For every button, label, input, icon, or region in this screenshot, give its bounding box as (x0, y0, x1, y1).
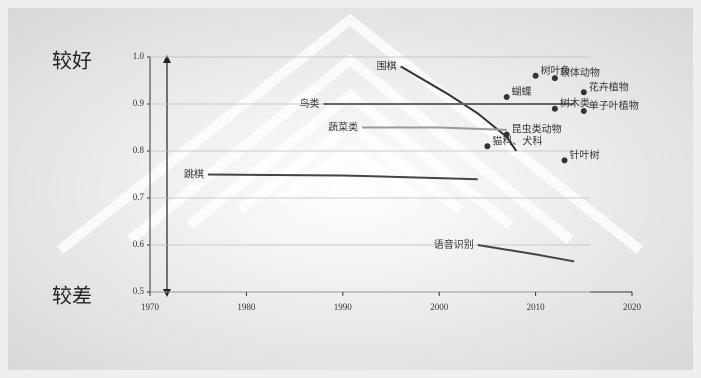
chart: 较好 较差 0.5 0.6 0.7 0.8 0.9 1.0 1970 1980 1990 2000… (0, 0, 701, 378)
point-label: 单子叶植物 (589, 99, 639, 112)
data-point (581, 108, 587, 114)
data-point (552, 75, 558, 81)
point-label: 花卉植物 (589, 80, 629, 93)
data-point (484, 143, 490, 149)
worse-label: 较差 (52, 284, 92, 308)
x-tick-label: 2000 (430, 302, 449, 312)
data-point (533, 73, 539, 79)
data-point (552, 106, 558, 112)
x-tick-label: 1970 (141, 302, 160, 312)
x-tick-label: 2020 (623, 302, 642, 312)
y-tick-label: 0.9 (133, 98, 145, 108)
y-tick-label: 0.7 (133, 192, 145, 202)
point-label: 针叶树 (570, 148, 600, 161)
series-label: 鸟类 (300, 97, 320, 110)
point-label: 蝴蝶 (512, 85, 532, 98)
series-label: 语音识别 (434, 238, 474, 251)
x-tick-label: 1990 (334, 302, 353, 312)
data-point (562, 157, 568, 163)
y-tick-label: 0.5 (133, 286, 145, 296)
y-tick-label: 0.8 (133, 145, 145, 155)
series-label: 蔬菜类 (328, 121, 358, 134)
point-label: 猫科、犬科 (492, 134, 542, 147)
point-label: 昆虫类动物 (512, 123, 562, 136)
y-tick-label: 0.6 (133, 239, 145, 249)
series-label: 围棋 (377, 59, 397, 72)
series-label: 跳棋 (184, 168, 204, 181)
y-tick-label: 1.0 (133, 51, 145, 61)
data-point (504, 94, 510, 100)
x-tick-label: 1980 (237, 302, 256, 312)
x-tick-label: 2010 (527, 302, 546, 312)
data-point (581, 89, 587, 95)
better-label: 较好 (52, 49, 92, 73)
point-label: 树木类 (560, 97, 590, 110)
point-label: 软体动物 (560, 66, 600, 79)
